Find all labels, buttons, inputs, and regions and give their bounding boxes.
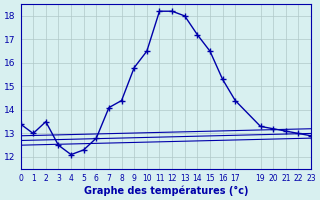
X-axis label: Graphe des températures (°c): Graphe des températures (°c) [84, 185, 248, 196]
